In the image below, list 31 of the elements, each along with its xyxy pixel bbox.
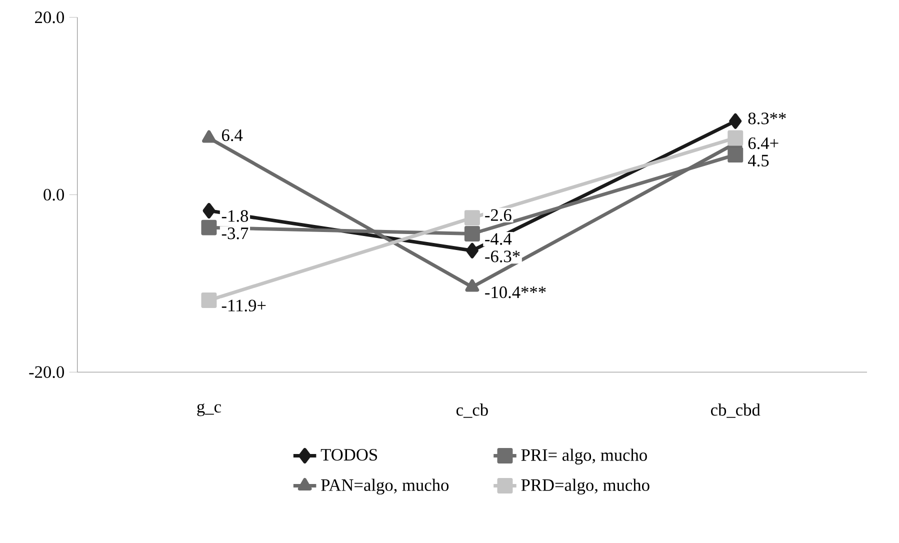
legend-label: PRI= algo, mucho bbox=[521, 448, 647, 465]
point bbox=[201, 292, 217, 308]
data-label: 8.3** bbox=[748, 112, 786, 124]
y-tick-label: 0.0 bbox=[44, 188, 64, 201]
data-label: 6.4+ bbox=[748, 138, 778, 150]
data-label: -10.4*** bbox=[485, 286, 546, 298]
x-tick-label: cb_cbd bbox=[711, 404, 760, 418]
data-label: -3.7 bbox=[222, 228, 248, 240]
point bbox=[728, 130, 744, 146]
data-label: -11.9+ bbox=[222, 300, 266, 312]
x-tick-label: g_c bbox=[197, 404, 221, 416]
data-label: -2.6 bbox=[485, 209, 512, 222]
legend-label: TODOS bbox=[320, 449, 378, 461]
y-tick-label: -20.0 bbox=[29, 366, 64, 378]
x-tick-label: c_cb bbox=[456, 404, 488, 418]
point bbox=[202, 203, 216, 218]
point bbox=[464, 210, 480, 226]
point bbox=[202, 130, 216, 143]
point bbox=[201, 220, 217, 236]
legend-label: PRD=algo, mucho bbox=[521, 478, 650, 495]
legend-label: PAN=algo, mucho bbox=[321, 478, 449, 495]
point bbox=[728, 147, 744, 163]
data-label: -4.4 bbox=[485, 233, 512, 245]
data-label: -6.3* bbox=[485, 250, 520, 262]
data-label: -1.8 bbox=[222, 210, 248, 222]
point bbox=[466, 242, 478, 258]
data-label: 4.5 bbox=[748, 154, 769, 167]
data-label: 6.4 bbox=[222, 130, 243, 142]
y-tick-label: 20.0 bbox=[35, 12, 64, 24]
point bbox=[464, 226, 480, 242]
point bbox=[729, 113, 742, 129]
